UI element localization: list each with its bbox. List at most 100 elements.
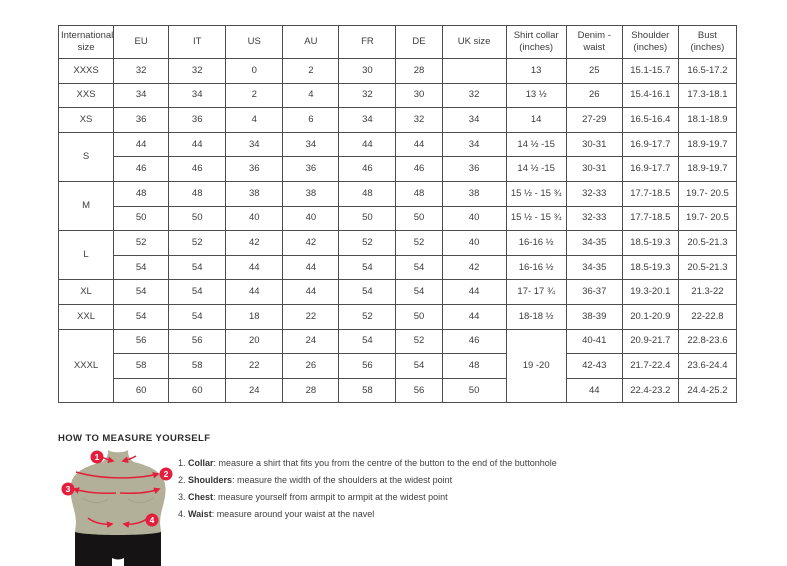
table-cell: 22.8-23.6 <box>677 328 738 355</box>
table-row: XL 54 54 44 44 54 54 44 17- 17 ¾ 36-37 19.3-20.1 21… <box>57 279 738 305</box>
step-text: : measure the width of the shoulders at … <box>232 475 453 486</box>
table-cell: 20.5-21.3 <box>677 230 738 256</box>
table-cell: 15 ½ - 15 ¾ <box>505 180 567 207</box>
column-header-bust: Bust (inches) <box>677 25 738 59</box>
table-cell: 38 <box>441 180 507 207</box>
table-cell: 28 <box>395 58 443 84</box>
table-cell: 13 ½ <box>505 82 567 109</box>
waist-marker-badge: 4 <box>145 513 159 527</box>
table-cell: 32-33 <box>565 205 623 232</box>
table-header-row: International size EU IT US AU FR DE UK … <box>57 25 738 59</box>
column-header-it: IT <box>168 25 227 59</box>
table-cell: 28 <box>282 377 340 404</box>
table-cell: 18.9-19.7 <box>677 131 738 158</box>
table-cell: 44 <box>441 279 507 305</box>
table-row: 50 50 40 40 50 50 40 15 ½ - 15 ¾ 32-33 17.7-18.5 1… <box>59 205 738 232</box>
table-cell: 54 <box>395 353 443 379</box>
column-header-de: DE <box>395 25 443 59</box>
measure-step-waist: 4. Waist: measure around your waist at t… <box>178 506 557 523</box>
table-cell: 16.9-17.7 <box>621 156 679 182</box>
table-cell: 4 <box>282 82 340 109</box>
table-cell: 18.9-19.7 <box>677 156 738 182</box>
table-cell: 34-35 <box>565 230 623 256</box>
table-cell: 34 <box>168 82 227 109</box>
svg-text:2: 2 <box>164 469 169 479</box>
table-cell: 44 <box>395 131 443 158</box>
shoulder-marker-badge: 2 <box>159 467 173 481</box>
table-cell: 18 <box>225 303 284 330</box>
table-cell: 48 <box>168 180 227 207</box>
chest-measure-arrow <box>72 487 117 495</box>
step-label: Waist <box>188 509 212 520</box>
table-cell <box>441 58 507 84</box>
table-cell: 48 <box>395 180 443 207</box>
table-cell: 15.4-16.1 <box>621 82 679 109</box>
size-table: International size EU IT US AU FR DE UK … <box>57 25 738 404</box>
table-cell: 24 <box>225 377 284 404</box>
table-cell: 58 <box>113 353 170 379</box>
table-cell: 36 <box>168 107 227 133</box>
column-header-uk-size: UK size <box>441 25 507 59</box>
table-cell: 22 <box>282 303 340 330</box>
measure-step-chest: 3. Chest: measure yourself from armpit t… <box>178 489 557 506</box>
table-cell: 14 <box>505 107 567 133</box>
step-number: 2. <box>178 475 189 486</box>
table-cell: 34 <box>225 131 284 158</box>
table-row: XS 36 36 4 6 34 32 34 14 27-29 16.5-16.4 18.1-18.9 <box>57 107 738 133</box>
table-cell: 17.3-18.1 <box>677 82 738 109</box>
table-cell: 52 <box>113 230 170 256</box>
table-cell: 0 <box>225 58 284 84</box>
table-cell: 22.4-23.2 <box>621 377 679 404</box>
table-row: S 44 44 34 34 44 44 34 14 ½ -15 30-31 16.9-17.7 18.… <box>57 131 738 182</box>
table-cell: 54 <box>113 279 170 305</box>
table-cell: 46 <box>113 156 170 182</box>
table-cell: 34 <box>282 131 340 158</box>
table-cell: 6 <box>282 107 340 133</box>
mannequin-shorts <box>75 532 161 566</box>
table-cell: 52 <box>338 303 397 330</box>
table-cell: 32 <box>441 82 507 109</box>
table-cell: 32 <box>395 107 443 133</box>
table-cell: 54 <box>168 279 227 305</box>
table-cell: 34 <box>441 131 507 158</box>
column-header-denim-waist: Denim - waist <box>565 25 623 59</box>
table-cell: 50 <box>113 205 170 232</box>
table-cell: 22-22.8 <box>677 303 738 330</box>
table-cell: 52 <box>168 230 227 256</box>
table-cell: 18.1-18.9 <box>677 107 738 133</box>
table-cell: 36 <box>113 107 170 133</box>
table-cell: 40 <box>225 205 284 232</box>
table-cell: 52 <box>395 230 443 256</box>
table-cell: 60 <box>168 377 227 404</box>
column-header-shirt-collar: Shirt collar (inches) <box>505 25 567 59</box>
table-cell: 15 ½ - 15 ¾ <box>505 205 567 232</box>
measure-step-collar: 1. Collar: measure a shirt that fits you… <box>178 455 557 472</box>
how-to-measure-title: HOW TO MEASURE YOURSELF <box>58 433 211 445</box>
table-cell: S <box>57 131 115 182</box>
table-cell: 20 <box>225 328 284 355</box>
table-cell: L <box>57 230 115 281</box>
table-cell: 17- 17 ¾ <box>505 279 567 305</box>
table-cell: 44 <box>565 377 623 404</box>
step-number: 4. <box>178 509 189 520</box>
table-cell: 52 <box>395 328 443 355</box>
shoulder-measure-arrow <box>75 471 160 479</box>
table-cell: 26 <box>282 353 340 379</box>
step-text: : measure yourself from armpit to armpit… <box>213 492 448 503</box>
table-cell: 18.5-19.3 <box>621 230 679 256</box>
table-cell: 30 <box>338 58 397 84</box>
column-header-fr: FR <box>338 25 397 59</box>
table-row: 46 46 36 36 46 46 36 14 ½ -15 30-31 16.9-17.7 18.9… <box>59 156 738 182</box>
svg-text:4: 4 <box>150 515 155 525</box>
table-cell: 25 <box>565 58 623 84</box>
measure-step-shoulders: 2. Shoulders: measure the width of the s… <box>178 472 557 489</box>
table-cell: 2 <box>225 82 284 109</box>
table-cell: 22 <box>225 353 284 379</box>
table-cell: 30-31 <box>565 131 623 158</box>
table-cell: 46 <box>441 328 507 355</box>
step-number: 1. <box>178 458 189 469</box>
table-cell: 58 <box>338 377 397 404</box>
mannequin-torso <box>70 450 166 539</box>
table-cell: 17.7-18.5 <box>621 180 679 207</box>
